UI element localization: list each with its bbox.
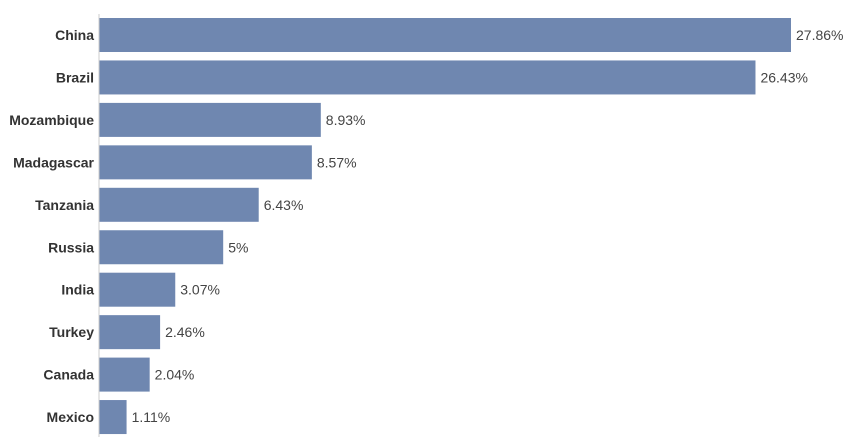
- category-label-india: India: [61, 282, 94, 298]
- category-label-china: China: [55, 27, 94, 43]
- value-label-tanzania: 6.43%: [264, 197, 304, 213]
- bar-mexico: [99, 400, 127, 435]
- bar-russia: [99, 230, 224, 265]
- value-labels-group: 27.86% 26.43% 8.93% 8.57% 6.43% 5% 3.07% 2.46% 2…: [132, 27, 844, 425]
- bars-group: [99, 18, 791, 435]
- value-label-russia: 5%: [228, 239, 248, 255]
- bar-china: [99, 18, 791, 52]
- bar-india: [99, 272, 176, 307]
- value-label-turkey: 2.46%: [165, 324, 205, 340]
- bar-madagascar: [99, 145, 312, 180]
- category-label-madagascar: Madagascar: [13, 154, 94, 170]
- value-label-canada: 2.04%: [155, 367, 195, 383]
- category-label-canada: Canada: [43, 367, 94, 383]
- value-label-china: 27.86%: [796, 27, 843, 43]
- category-label-turkey: Turkey: [49, 324, 94, 340]
- category-label-tanzania: Tanzania: [35, 197, 94, 213]
- value-label-brazil: 26.43%: [760, 69, 807, 85]
- value-label-mexico: 1.11%: [132, 409, 171, 425]
- bar-tanzania: [99, 187, 259, 222]
- bar-brazil: [99, 60, 756, 95]
- bar-canada: [99, 357, 150, 392]
- value-label-india: 3.07%: [180, 282, 220, 298]
- category-label-brazil: Brazil: [56, 69, 94, 85]
- bar-mozambique: [99, 102, 321, 137]
- category-label-russia: Russia: [48, 239, 94, 255]
- category-labels-group: China Brazil Mozambique Madagascar Tanzania R…: [9, 27, 94, 425]
- bar-turkey: [99, 315, 161, 350]
- value-label-mozambique: 8.93%: [326, 112, 366, 128]
- category-label-mozambique: Mozambique: [9, 112, 94, 128]
- category-label-mexico: Mexico: [47, 409, 94, 425]
- value-label-madagascar: 8.57%: [317, 154, 357, 170]
